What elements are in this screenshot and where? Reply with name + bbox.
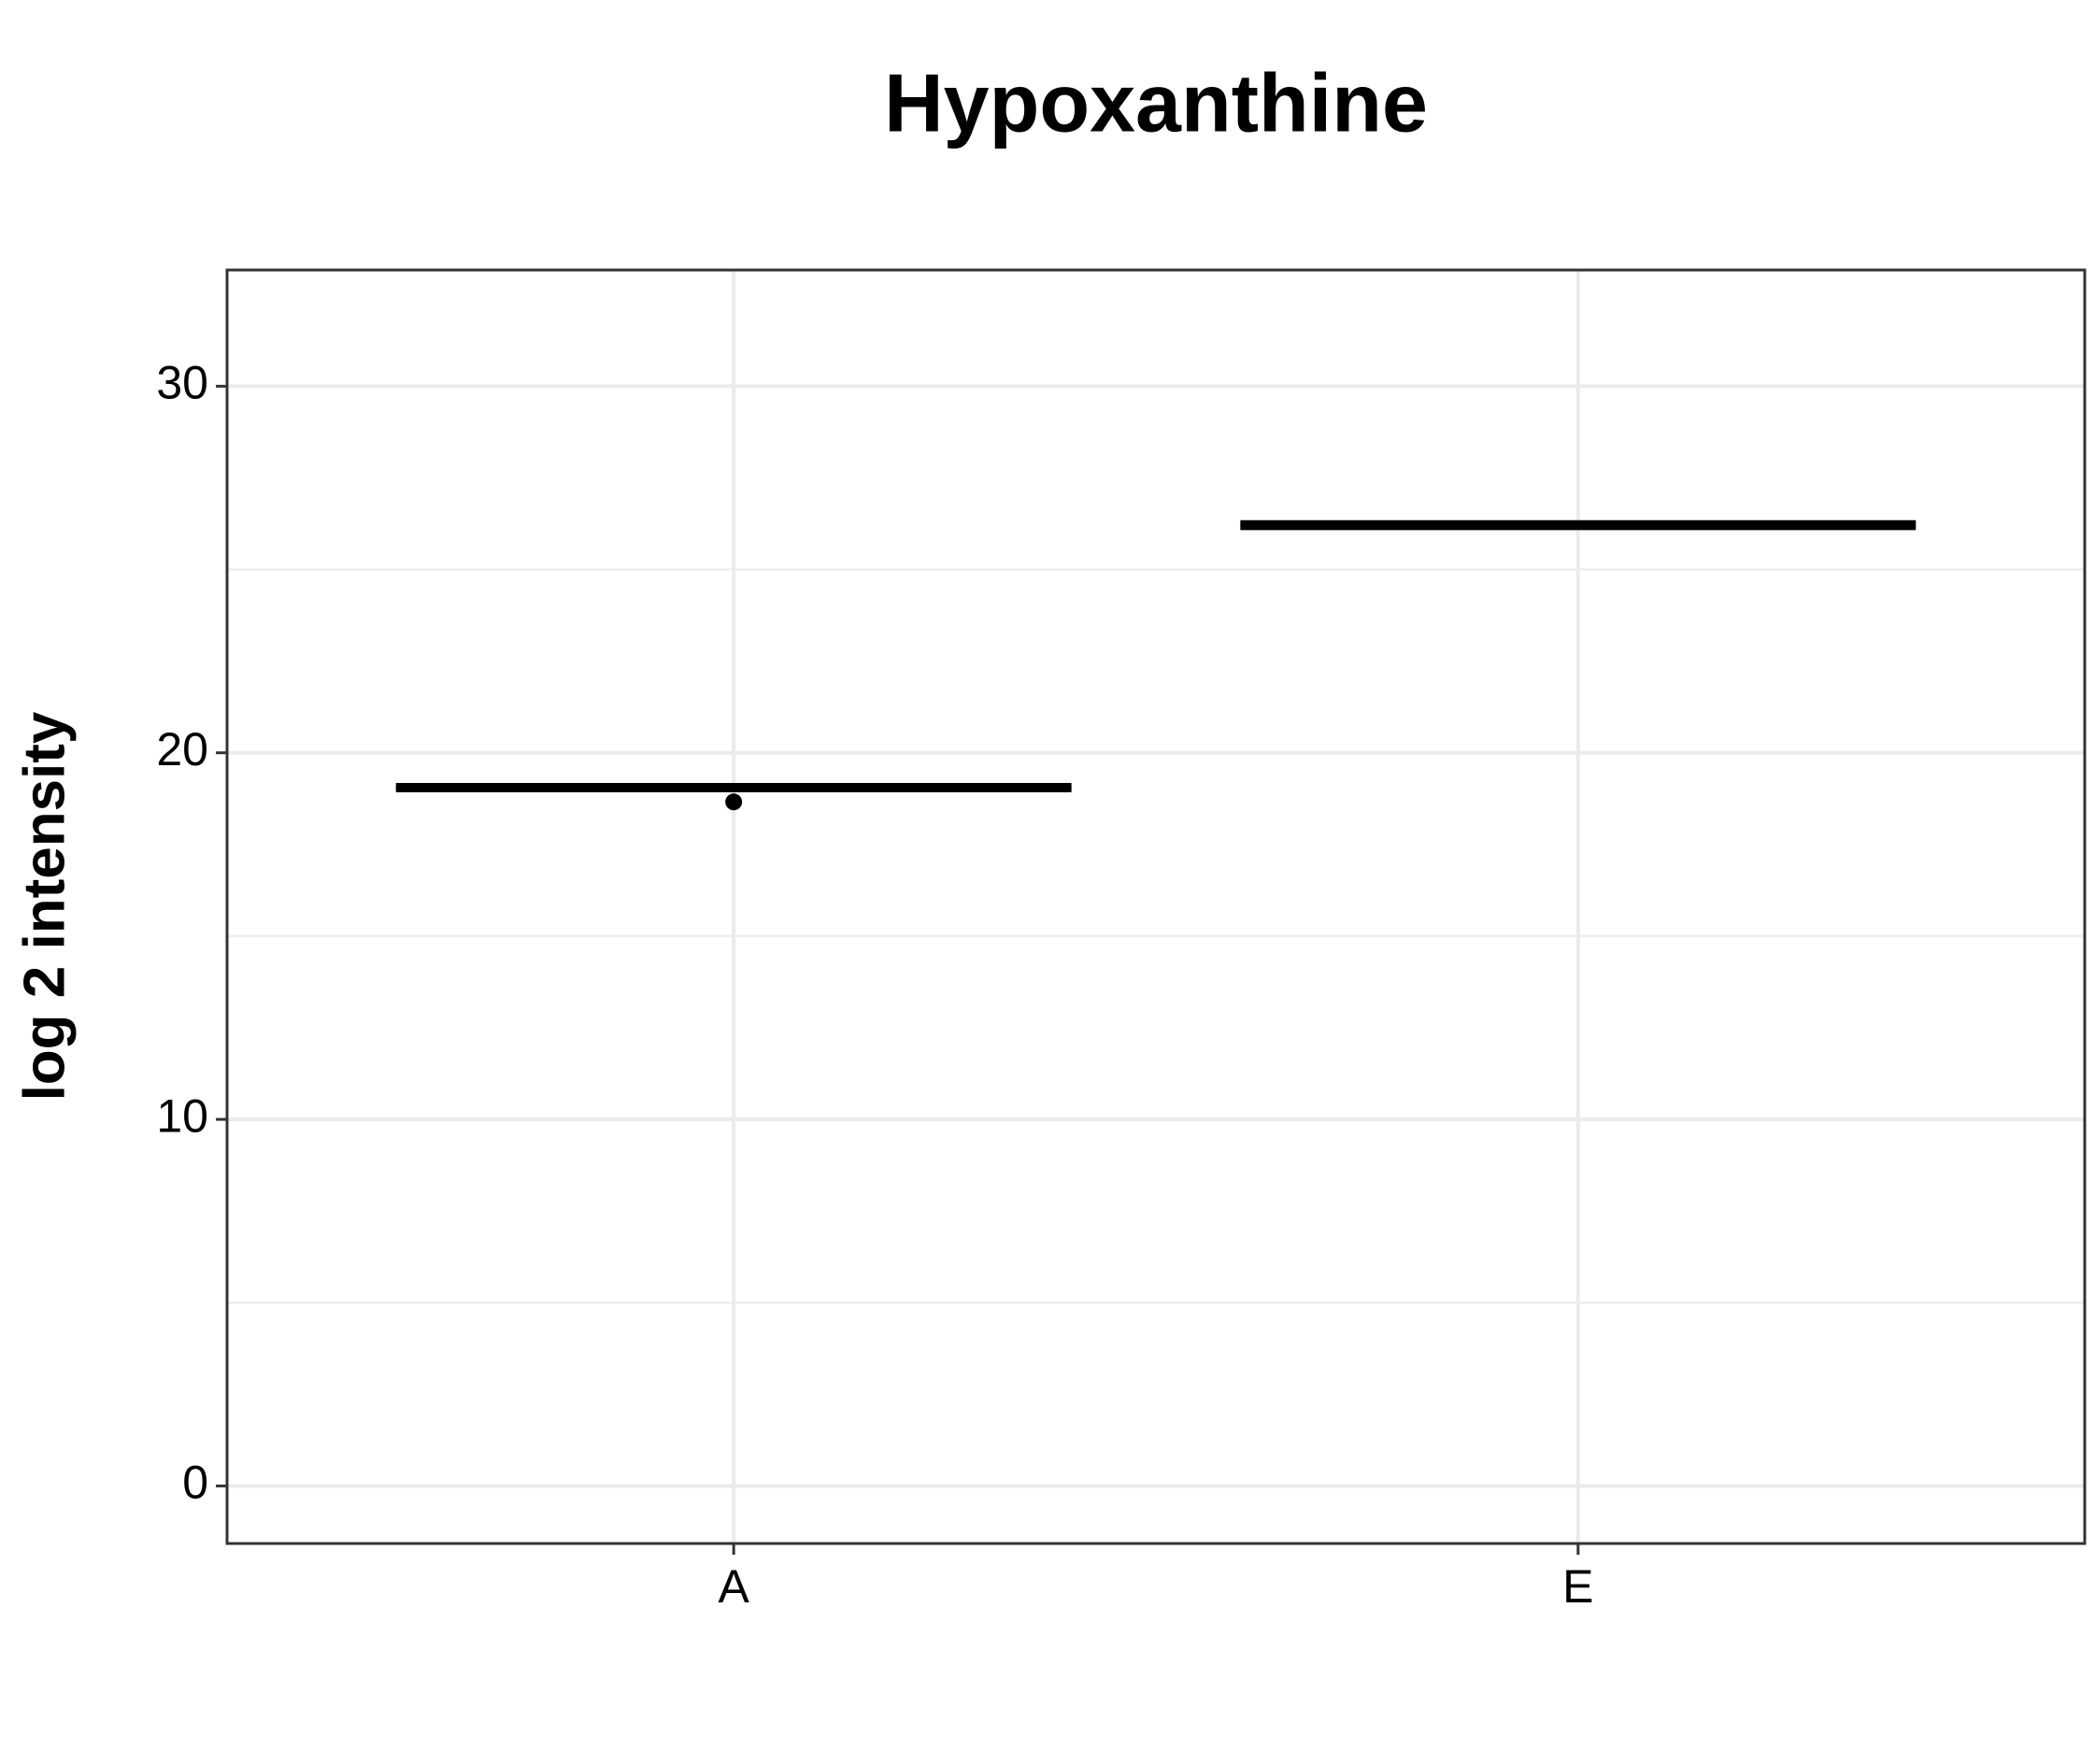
y-tick-label: 20 [156,723,208,775]
y-axis-label: log 2 intensity [12,711,77,1101]
y-tick-label: 30 [156,357,208,409]
outlier [725,793,743,811]
y-tick-label: 0 [182,1457,208,1509]
y-tick-label: 10 [156,1089,208,1142]
panel-border [225,268,2087,1545]
x-tick-label: E [1562,1560,1593,1613]
x-tick-label: A [719,1560,750,1613]
chart-title: Hypoxanthine [884,56,1428,149]
